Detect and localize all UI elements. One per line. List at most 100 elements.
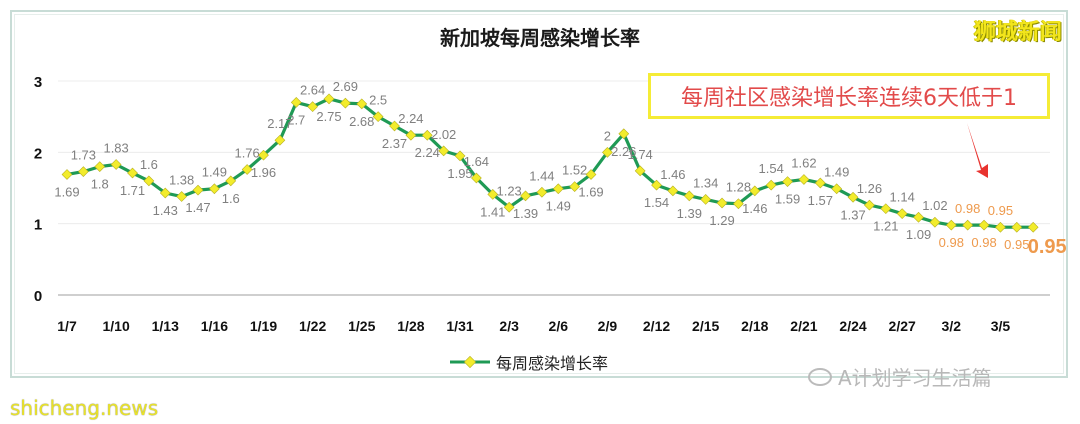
data-label: 2.02 xyxy=(431,127,456,142)
data-label: 1.52 xyxy=(562,163,587,178)
data-point-marker xyxy=(880,203,892,215)
data-label: 1.6 xyxy=(222,191,240,206)
data-label: 1.02 xyxy=(922,198,947,213)
x-tick-label: 1/13 xyxy=(152,318,179,334)
data-point-marker xyxy=(913,211,924,223)
x-tick-label: 2/15 xyxy=(692,318,719,334)
data-point-marker xyxy=(585,169,597,180)
data-label: 1.62 xyxy=(791,155,816,170)
data-label: 1.71 xyxy=(120,183,145,198)
data-label: 2.17 xyxy=(267,116,292,131)
x-tick-label: 3/5 xyxy=(991,318,1011,334)
data-point-marker xyxy=(307,101,319,113)
data-label: 1.54 xyxy=(759,161,784,176)
data-label: 1.49 xyxy=(202,165,227,180)
data-point-marker xyxy=(667,185,679,197)
data-point-marker xyxy=(782,176,793,187)
source-credit: shicheng.news xyxy=(10,396,159,420)
x-tick-label: 1/25 xyxy=(348,318,375,334)
data-label: 1.6 xyxy=(140,157,158,172)
data-label: 0.95 xyxy=(1004,237,1029,252)
data-label: 2.26 xyxy=(611,144,636,159)
data-label: 0.98 xyxy=(971,235,996,250)
x-tick-label: 1/22 xyxy=(299,318,326,334)
data-label: 1.43 xyxy=(153,203,178,218)
data-point-marker xyxy=(356,98,368,110)
legend-line-icon xyxy=(450,355,490,369)
data-label: 1.41 xyxy=(480,204,505,219)
data-point-marker xyxy=(814,177,826,189)
x-tick-label: 1/28 xyxy=(397,318,424,334)
data-point-marker xyxy=(733,198,744,210)
data-label: 2.24 xyxy=(398,111,423,126)
data-point-marker xyxy=(192,184,204,196)
data-point-marker xyxy=(683,190,695,202)
data-point-marker xyxy=(602,146,613,158)
data-point-marker xyxy=(405,129,417,141)
data-point-marker xyxy=(340,97,351,109)
y-tick-label: 3 xyxy=(34,74,42,91)
data-point-marker xyxy=(94,161,106,172)
data-point-marker xyxy=(421,129,433,141)
data-point-marker xyxy=(290,97,302,108)
data-label: 1.39 xyxy=(677,206,702,221)
wechat-icon xyxy=(808,367,832,386)
x-tick-label: 3/2 xyxy=(942,318,962,334)
data-label: 1.49 xyxy=(546,199,571,214)
x-tick-label: 2/21 xyxy=(790,318,817,334)
data-point-marker xyxy=(225,175,237,187)
data-point-marker xyxy=(536,186,548,198)
data-point-marker xyxy=(274,134,286,146)
data-point-marker xyxy=(700,194,712,205)
data-point-marker xyxy=(241,164,253,175)
data-label: 1.76 xyxy=(234,145,259,160)
data-point-marker xyxy=(1027,221,1039,233)
data-point-marker xyxy=(552,183,564,195)
data-point-marker xyxy=(127,167,138,179)
y-tick-label: 1 xyxy=(34,217,42,234)
data-label: 1.46 xyxy=(660,167,685,182)
arrow-icon xyxy=(967,123,988,178)
data-label: 1.46 xyxy=(742,201,767,216)
data-point-marker xyxy=(978,219,990,231)
x-tick-label: 2/24 xyxy=(839,318,866,334)
callout-text: 每周社区感染增长率连续6天低于1 xyxy=(681,86,1017,111)
x-tick-label: 1/19 xyxy=(250,318,277,334)
data-label: 1.54 xyxy=(644,195,669,210)
data-label: 1.74 xyxy=(627,147,652,162)
data-label: 1.47 xyxy=(185,200,210,215)
data-point-marker xyxy=(569,181,581,192)
legend: 每周感染增长率 xyxy=(450,350,608,374)
data-point-marker xyxy=(831,183,843,195)
data-point-marker xyxy=(864,199,875,211)
data-point-marker xyxy=(749,185,761,197)
data-label: 1.95 xyxy=(447,166,472,181)
callout-box: 每周社区感染增长率连续6天低于1 xyxy=(648,73,1050,119)
data-point-marker xyxy=(962,219,974,231)
data-point-marker xyxy=(209,183,220,195)
data-point-marker xyxy=(389,120,400,132)
data-label: 1.21 xyxy=(873,219,898,234)
data-point-marker xyxy=(1011,221,1023,233)
data-label: 0.98 xyxy=(939,235,964,250)
data-point-marker xyxy=(323,93,335,105)
data-label: 1.73 xyxy=(71,148,96,163)
data-point-marker xyxy=(634,165,646,177)
data-point-marker xyxy=(438,145,450,157)
data-point-marker xyxy=(929,216,941,228)
data-label: 1.29 xyxy=(709,213,734,228)
data-point-marker xyxy=(618,128,630,140)
data-label: 1.69 xyxy=(578,184,603,199)
data-label: 1.23 xyxy=(496,183,521,198)
data-point-marker xyxy=(454,150,466,162)
x-tick-label: 2/9 xyxy=(598,318,618,334)
data-label: 1.34 xyxy=(693,175,718,190)
data-label: 2.7 xyxy=(287,112,305,127)
data-label: 2.64 xyxy=(300,83,325,98)
x-tick-label: 1/31 xyxy=(446,318,473,334)
data-label: 1.96 xyxy=(251,165,276,180)
data-label: 2.37 xyxy=(382,136,407,151)
data-point-marker xyxy=(176,191,188,202)
data-point-marker xyxy=(716,197,728,209)
